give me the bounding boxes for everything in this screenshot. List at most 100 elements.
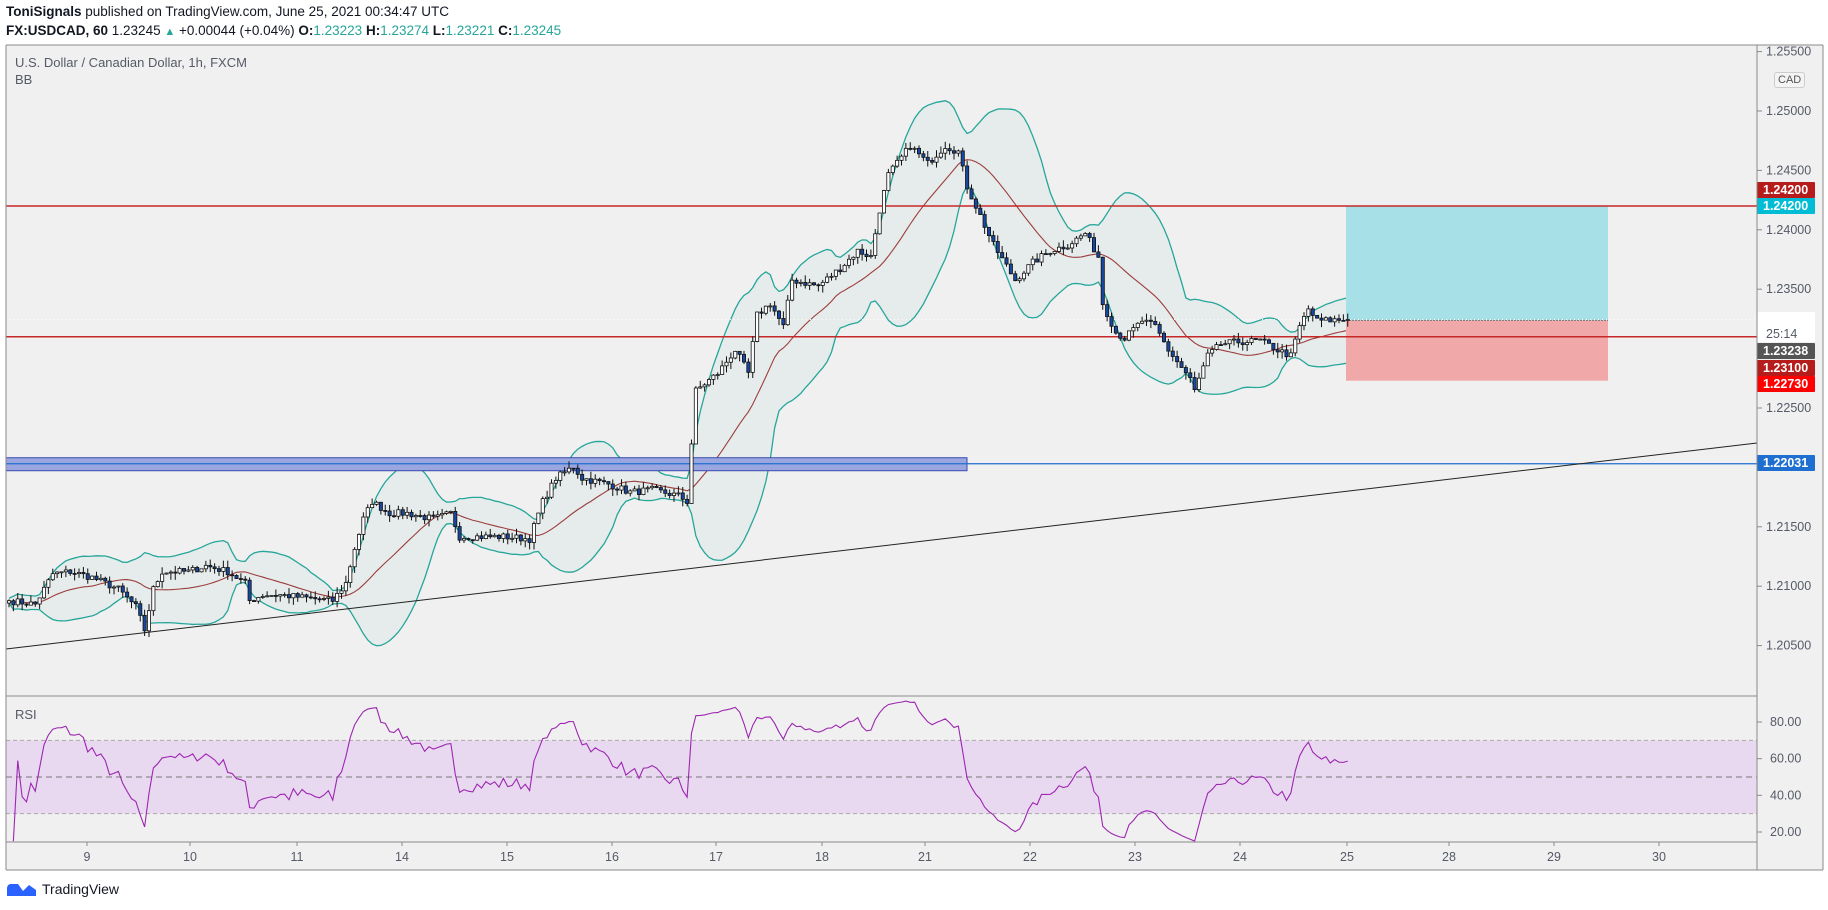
candle [1162, 331, 1167, 343]
candle-body [720, 365, 725, 375]
candle [1000, 246, 1005, 259]
candle [991, 230, 996, 246]
low-label: L: [432, 23, 446, 38]
footer-logo[interactable]: TradingView [6, 881, 119, 897]
candle-body [212, 566, 217, 570]
candle [68, 569, 73, 576]
candle-body [1000, 252, 1005, 259]
currency-badge[interactable]: CAD [1774, 72, 1806, 88]
candle [199, 568, 204, 573]
candle [295, 592, 300, 602]
candle-body [1201, 365, 1206, 379]
candle [243, 576, 248, 585]
candle-body [610, 483, 615, 490]
candle-body [982, 214, 987, 228]
price-tag [1757, 182, 1815, 198]
candle [693, 385, 698, 445]
time-tick-label: 15 [500, 850, 514, 864]
change: +0.00044 (+0.04%) [179, 23, 295, 38]
time-tick-label: 18 [815, 850, 829, 864]
candle [615, 486, 620, 496]
candle [230, 570, 235, 582]
time-axis-bg[interactable] [6, 842, 1757, 870]
candle-body [1057, 246, 1062, 252]
candle [820, 279, 825, 293]
candle [518, 534, 523, 546]
candle [895, 155, 900, 168]
candle [28, 595, 33, 606]
candle-body [151, 586, 156, 612]
candle-body [847, 258, 852, 266]
candle-body [1131, 327, 1136, 332]
candle-body [164, 572, 169, 575]
candle-body [1074, 237, 1079, 245]
candle-body [1013, 273, 1018, 282]
candle-body [243, 578, 248, 581]
candle [742, 350, 747, 364]
rsi-tick-label: 20.00 [1770, 825, 1801, 839]
candle [606, 481, 611, 491]
candle [203, 560, 208, 573]
indicator-rsi-label[interactable]: RSI [15, 707, 37, 722]
candle-body [527, 538, 532, 543]
position-target-zone [1346, 206, 1608, 321]
candle [1232, 335, 1237, 346]
candle [1280, 343, 1285, 359]
candle-body [146, 610, 151, 632]
author[interactable]: ToniSignals [6, 4, 82, 19]
indicator-bb-label[interactable]: BB [15, 72, 33, 87]
candle-body [1162, 332, 1167, 343]
candle-body [1328, 317, 1333, 323]
candle [973, 196, 978, 214]
candle [343, 575, 348, 596]
bb-fill [9, 100, 1348, 646]
candle [637, 484, 642, 501]
candle-body [558, 471, 563, 481]
candle [1306, 305, 1311, 322]
candle-body [855, 248, 860, 258]
candle-body [1100, 256, 1105, 306]
candle [1008, 259, 1013, 275]
candle-body [908, 147, 913, 150]
candle-body [1183, 367, 1188, 374]
candle-body [702, 384, 707, 388]
candle [1183, 365, 1188, 380]
candle [339, 585, 344, 599]
candle [580, 469, 585, 486]
candle [1166, 338, 1171, 357]
candle [514, 528, 519, 544]
candle [181, 568, 186, 575]
candle [426, 511, 431, 527]
candle-body [339, 590, 344, 594]
candle-body [457, 526, 462, 541]
candle [81, 566, 86, 579]
candle-body [545, 496, 550, 500]
candle [492, 533, 497, 538]
candle-body [912, 147, 917, 150]
candle [785, 295, 790, 326]
position-stop-zone [1346, 320, 1608, 381]
time-tick-label: 23 [1128, 850, 1142, 864]
candle [387, 504, 392, 522]
candle-body [680, 492, 685, 500]
candle [286, 588, 291, 604]
candle-body [492, 534, 497, 538]
candle [890, 164, 895, 176]
candle [168, 570, 173, 580]
time-tick-label: 16 [605, 850, 619, 864]
candle [588, 471, 593, 490]
candle [1096, 245, 1101, 258]
candle [444, 510, 449, 515]
candle [1201, 362, 1206, 379]
candle [1131, 323, 1136, 338]
candle-body [1214, 344, 1219, 350]
candle [1337, 314, 1342, 324]
candle-body [1170, 350, 1175, 357]
candle-body [1022, 272, 1027, 280]
candle [383, 504, 388, 516]
candle-body [20, 598, 25, 605]
candle-body [1319, 317, 1324, 321]
candle [510, 532, 515, 543]
candle-body [269, 595, 274, 597]
